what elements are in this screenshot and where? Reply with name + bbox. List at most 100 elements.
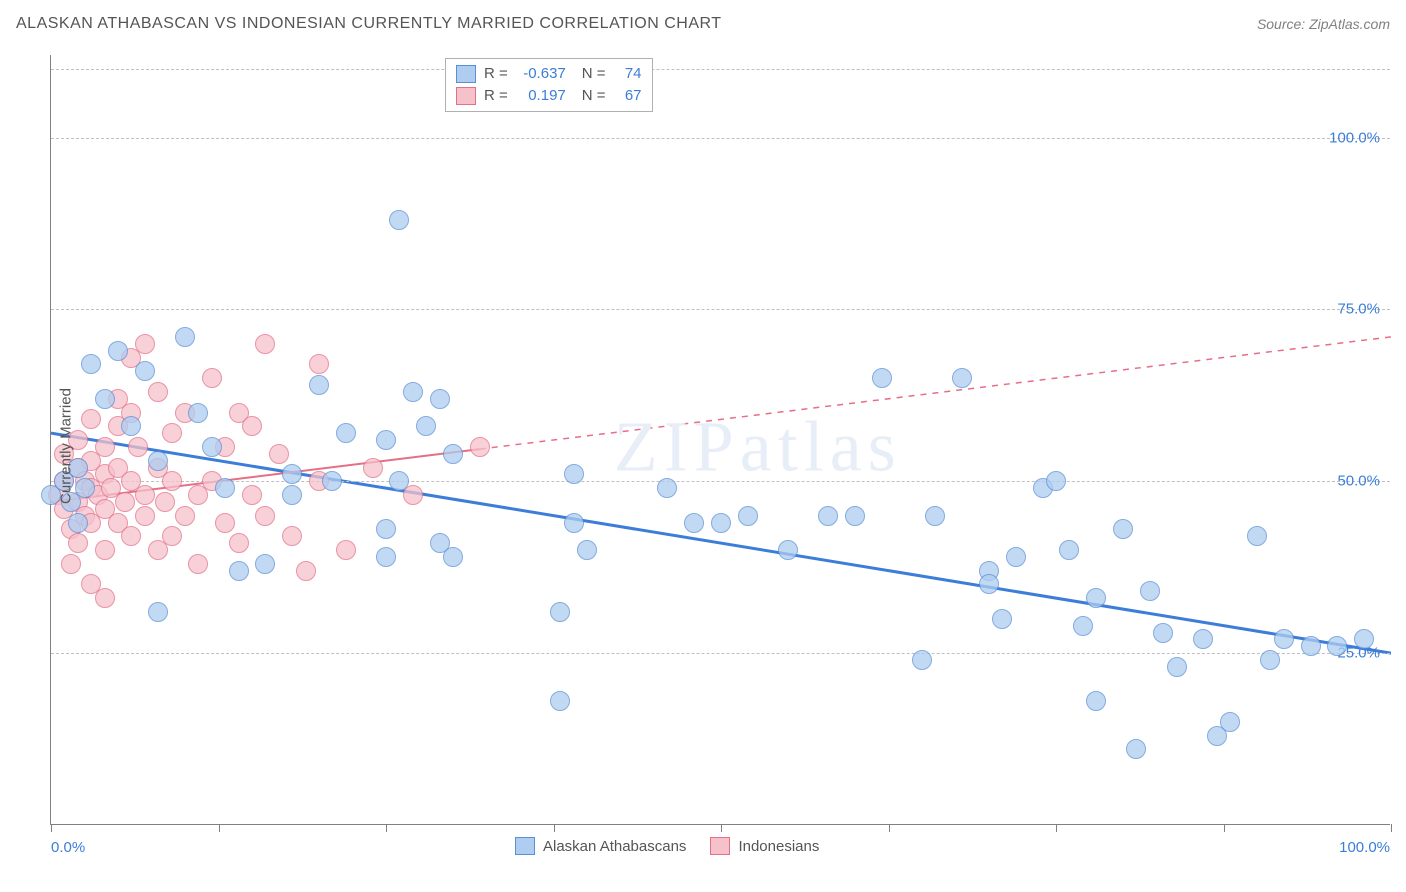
gridline [51, 138, 1390, 139]
data-point [309, 354, 329, 374]
data-point [81, 409, 101, 429]
data-point [309, 375, 329, 395]
x-tick [1224, 824, 1225, 832]
data-point [389, 471, 409, 491]
data-point [1126, 739, 1146, 759]
y-tick-label: 50.0% [1337, 473, 1380, 490]
stat-n-value: 74 [614, 63, 642, 85]
data-point [202, 368, 222, 388]
data-point [115, 492, 135, 512]
data-point [845, 506, 865, 526]
source-name: ZipAtlas.com [1309, 16, 1390, 32]
data-point [162, 526, 182, 546]
data-point [242, 485, 262, 505]
data-point [564, 513, 584, 533]
x-tick [51, 824, 52, 832]
data-point [443, 547, 463, 567]
data-point [135, 334, 155, 354]
stat-r-label: R = [484, 85, 508, 107]
data-point [108, 341, 128, 361]
data-point [188, 554, 208, 574]
x-tick [1391, 824, 1392, 832]
stats-legend: R =-0.637N =74R =0.197N =67 [445, 58, 653, 112]
stat-n-label: N = [582, 85, 606, 107]
trend-line-alaskan-athabascans [51, 433, 1391, 653]
series-legend: Alaskan AthabascansIndonesians [515, 837, 819, 855]
data-point [1274, 629, 1294, 649]
y-tick-label: 100.0% [1329, 129, 1380, 146]
gridline [51, 69, 1390, 70]
data-point [657, 478, 677, 498]
data-point [1354, 629, 1374, 649]
data-point [75, 478, 95, 498]
data-point [1046, 471, 1066, 491]
stat-r-label: R = [484, 63, 508, 85]
data-point [1140, 581, 1160, 601]
x-axis-label-left: 0.0% [51, 839, 85, 856]
stat-r-value: -0.637 [516, 63, 566, 85]
data-point [925, 506, 945, 526]
data-point [148, 602, 168, 622]
data-point [550, 691, 570, 711]
data-point [1073, 616, 1093, 636]
data-point [242, 416, 262, 436]
data-point [135, 506, 155, 526]
chart-title: ALASKAN ATHABASCAN VS INDONESIAN CURRENT… [16, 15, 722, 33]
data-point [1113, 519, 1133, 539]
x-tick [721, 824, 722, 832]
data-point [979, 574, 999, 594]
data-point [162, 471, 182, 491]
data-point [81, 354, 101, 374]
data-point [188, 403, 208, 423]
data-point [255, 554, 275, 574]
data-point [155, 492, 175, 512]
stat-n-label: N = [582, 63, 606, 85]
data-point [336, 540, 356, 560]
source-prefix: Source: [1257, 16, 1309, 32]
data-point [95, 540, 115, 560]
gridline [51, 481, 1390, 482]
data-point [322, 471, 342, 491]
trend-lines-layer [51, 55, 1391, 825]
data-point [1327, 636, 1347, 656]
data-point [416, 416, 436, 436]
data-point [1153, 623, 1173, 643]
stats-legend-row: R = -0.637 N = 74 [456, 63, 642, 85]
x-tick [889, 824, 890, 832]
source-attribution: Source: ZipAtlas.com [1257, 16, 1390, 32]
series-legend-item: Alaskan Athabascans [515, 837, 686, 855]
data-point [1086, 691, 1106, 711]
data-point [148, 382, 168, 402]
watermark: ZIPatlas [614, 405, 902, 488]
stat-r-value: 0.197 [516, 85, 566, 107]
data-point [282, 526, 302, 546]
data-point [162, 423, 182, 443]
x-tick [554, 824, 555, 832]
data-point [255, 334, 275, 354]
data-point [1006, 547, 1026, 567]
data-point [389, 210, 409, 230]
data-point [952, 368, 972, 388]
legend-swatch [456, 87, 476, 105]
data-point [121, 416, 141, 436]
data-point [175, 327, 195, 347]
data-point [1193, 629, 1213, 649]
data-point [336, 423, 356, 443]
data-point [992, 609, 1012, 629]
data-point [912, 650, 932, 670]
legend-swatch [710, 837, 730, 855]
data-point [1059, 540, 1079, 560]
data-point [135, 485, 155, 505]
data-point [577, 540, 597, 560]
data-point [1247, 526, 1267, 546]
stats-legend-row: R =0.197N =67 [456, 85, 642, 107]
x-tick [219, 824, 220, 832]
x-tick [1056, 824, 1057, 832]
gridline [51, 309, 1390, 310]
data-point [135, 361, 155, 381]
data-point [215, 513, 235, 533]
data-point [376, 519, 396, 539]
data-point [95, 389, 115, 409]
data-point [148, 451, 168, 471]
data-point [564, 464, 584, 484]
